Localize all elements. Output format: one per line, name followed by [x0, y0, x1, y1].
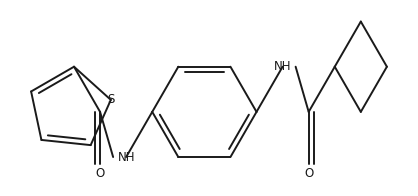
Text: O: O: [95, 167, 105, 180]
Text: NH: NH: [274, 60, 291, 73]
Text: O: O: [304, 167, 314, 180]
Text: S: S: [107, 93, 115, 106]
Text: NH: NH: [117, 151, 135, 163]
